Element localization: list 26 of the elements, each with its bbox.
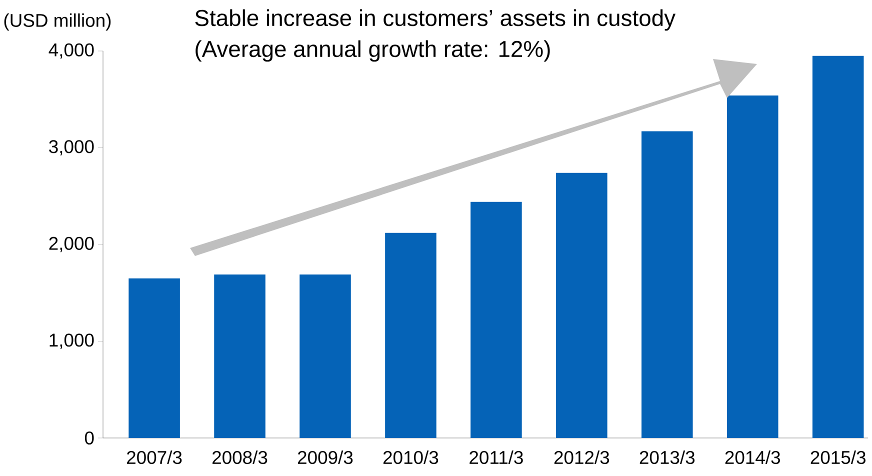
x-tick-label: 2013/3 <box>640 450 695 464</box>
y-tick-label: 2,000 <box>49 236 94 252</box>
chart-subtitle: (Average annual growth rate: 12%) <box>196 40 550 62</box>
y-tick-label: 1,000 <box>50 334 94 349</box>
bar <box>214 274 266 438</box>
x-tick-label: 2009/3 <box>298 450 353 464</box>
y-tick-label: 0 <box>84 431 94 445</box>
y-tick-label: 4,000 <box>48 43 94 59</box>
bar <box>556 172 608 438</box>
y-axis-title: (USD million) <box>4 13 111 31</box>
bar <box>812 56 864 438</box>
bar <box>726 95 778 438</box>
bar <box>300 274 351 438</box>
x-tick-label: 2014/3 <box>725 450 780 464</box>
y-tick-label: 3,000 <box>49 140 94 156</box>
x-tick-label: 2007/3 <box>127 450 182 464</box>
x-tick-label: 2011/3 <box>470 450 523 464</box>
bar <box>642 131 693 438</box>
x-tick-label: 2010/3 <box>383 450 438 464</box>
bar <box>385 232 436 438</box>
chart-title: Stable increase in customers’ assets in custody <box>195 9 676 31</box>
bar <box>128 278 180 438</box>
bar <box>470 202 522 438</box>
x-tick-label: 2012/3 <box>554 450 610 464</box>
x-tick-label: 2008/3 <box>212 450 268 464</box>
x-tick-label: 2015/3 <box>810 450 866 464</box>
